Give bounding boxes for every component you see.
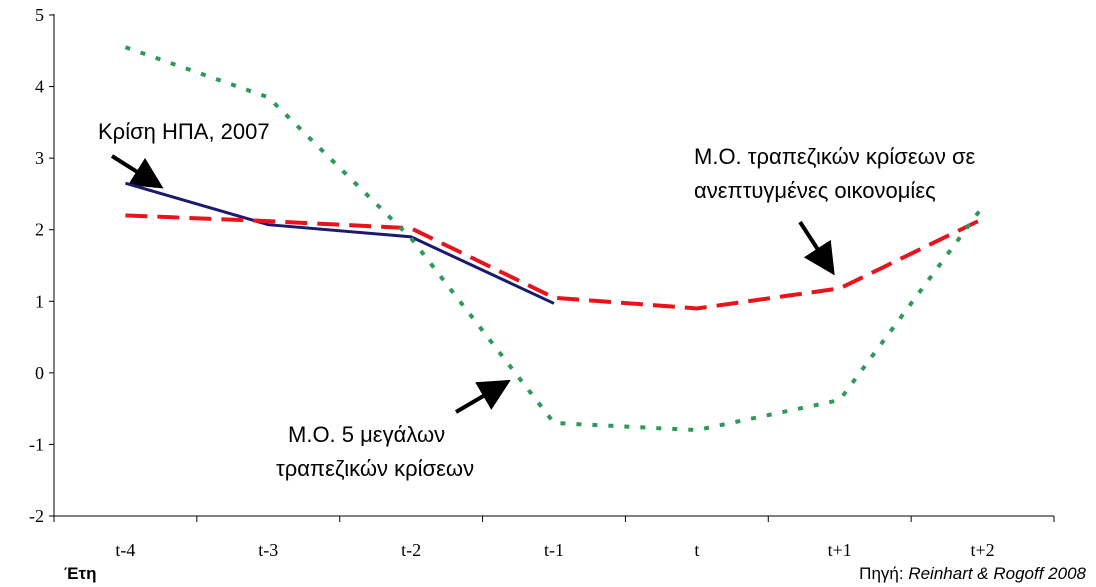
annotation: τραπεζικών κρίσεων <box>276 456 474 481</box>
x-tick-label: t-2 <box>401 540 421 560</box>
y-tick-label: 3 <box>35 148 44 168</box>
x-tick-label: t-3 <box>258 540 278 560</box>
arrow <box>110 154 164 189</box>
line-series <box>125 213 984 311</box>
x-tick-label: t+2 <box>970 540 994 560</box>
source-label: Πηγή: <box>859 564 903 583</box>
y-tick-label: 1 <box>35 291 44 311</box>
y-tick-label: -1 <box>29 434 44 454</box>
annotation: Μ.Ο. τραπεζικών κρίσεων σε <box>694 144 976 169</box>
annotation: Κρίση ΗΠΑ, 2007 <box>98 119 270 144</box>
y-tick-label: 4 <box>35 77 44 97</box>
source-text: Reinhart & Rogoff 2008 <box>908 564 1086 583</box>
arrow <box>798 220 835 276</box>
annotation: Μ.Ο. 5 μεγάλων <box>288 422 445 447</box>
arrow <box>454 379 511 414</box>
annotation: ανεπτυγμένες οικονομίες <box>694 178 936 203</box>
source: Πηγή: Reinhart & Rogoff 2008 <box>859 564 1086 583</box>
y-tick-label: 2 <box>35 220 44 240</box>
x-tick-label: t-1 <box>544 540 564 560</box>
y-tick-label: 5 <box>35 5 44 25</box>
line-series <box>124 45 985 433</box>
x-tick-label: t+1 <box>828 540 852 560</box>
x-tick-label: t <box>694 540 699 560</box>
y-tick-label: 0 <box>35 363 44 383</box>
x-tick-label: t-4 <box>115 540 135 560</box>
y-tick-label: -2 <box>29 506 44 526</box>
x-axis-label: Έτη <box>64 564 96 583</box>
line-series <box>125 181 555 305</box>
